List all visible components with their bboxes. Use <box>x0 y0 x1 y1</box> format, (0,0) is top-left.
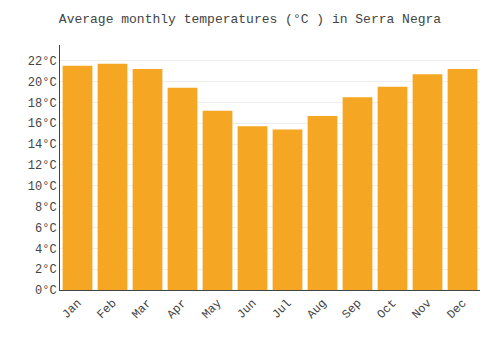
svg-text:16°C: 16°C <box>28 117 57 131</box>
svg-text:22°C: 22°C <box>28 55 57 69</box>
svg-text:18°C: 18°C <box>28 97 57 111</box>
svg-text:May: May <box>199 297 224 322</box>
svg-text:Jul: Jul <box>269 297 294 322</box>
svg-text:20°C: 20°C <box>28 76 57 90</box>
svg-text:10°C: 10°C <box>28 180 57 194</box>
svg-text:6°C: 6°C <box>35 222 57 236</box>
svg-text:8°C: 8°C <box>35 201 57 215</box>
svg-text:14°C: 14°C <box>28 138 57 152</box>
svg-text:Sep: Sep <box>339 297 364 322</box>
svg-text:Dec: Dec <box>444 297 469 322</box>
svg-text:Jun: Jun <box>234 297 259 322</box>
svg-text:12°C: 12°C <box>28 159 57 173</box>
svg-text:Nov: Nov <box>409 297 434 322</box>
svg-text:Feb: Feb <box>94 297 119 322</box>
svg-text:0°C: 0°C <box>35 284 57 298</box>
svg-text:Average monthly temperatures (: Average monthly temperatures (°C ) in Se… <box>59 12 441 27</box>
svg-text:2°C: 2°C <box>35 263 57 277</box>
svg-text:Apr: Apr <box>164 297 189 322</box>
svg-text:4°C: 4°C <box>35 243 57 257</box>
svg-text:Mar: Mar <box>129 297 154 322</box>
svg-text:Oct: Oct <box>374 297 399 322</box>
svg-text:Aug: Aug <box>304 297 329 322</box>
svg-text:Jan: Jan <box>59 297 84 322</box>
